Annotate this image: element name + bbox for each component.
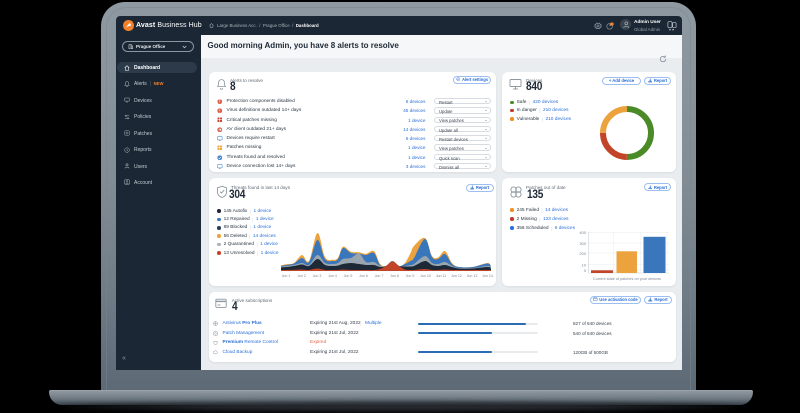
svg-text:0: 0 — [584, 268, 587, 273]
svg-text:200: 200 — [579, 251, 586, 256]
svg-text:400: 400 — [579, 230, 586, 235]
svg-text:300: 300 — [579, 241, 586, 246]
svg-text:10: 10 — [582, 262, 587, 267]
